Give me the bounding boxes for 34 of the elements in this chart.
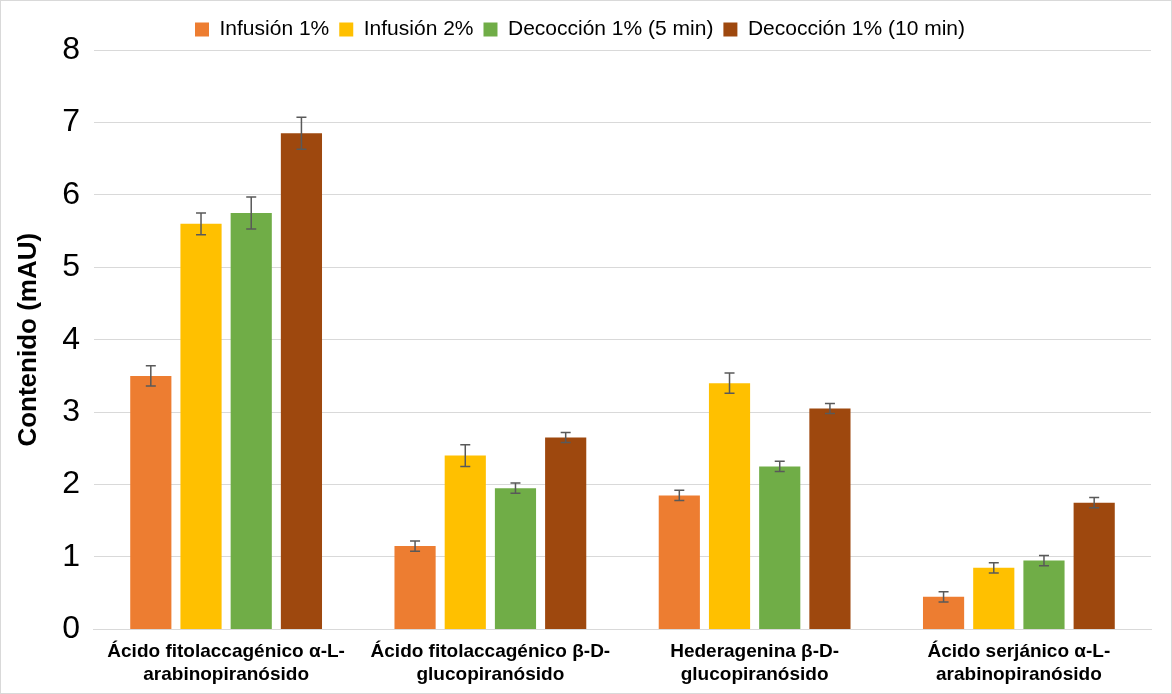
bar [494,488,537,629]
bar [230,212,272,629]
bar [759,466,801,629]
y-tick-label: 0 [62,609,80,646]
x-tick-label: Ácido fitolaccagénico β-D-glucopiranósido [370,640,611,684]
y-axis-title: Contenido (mAU) [11,232,42,447]
legend-label: Decocción 1% (10 min) [747,16,965,40]
bar [280,133,323,629]
x-tick-label: Ácido fitolaccagénico α-L-arabinopiranósido [107,640,345,684]
y-tick-label: 3 [62,391,80,428]
y-tick-label: 6 [62,174,80,211]
legend-label: Infusión 1% [219,16,330,40]
bar [809,408,851,629]
bar [1073,502,1115,629]
x-tick-label: Hederagenina β-D-glucopiranósido [670,640,840,684]
legend-label: Infusión 2% [363,16,474,40]
bar [130,375,172,629]
bar [922,596,965,629]
y-tick-label: 4 [62,319,80,356]
bar [394,546,436,629]
x-tick-label: Ácido serjánico α-L-arabinopiranósido [927,640,1111,684]
bar [444,455,486,629]
y-tick-label: 8 [62,29,80,66]
bar [180,223,222,629]
y-tick-label: 1 [62,536,80,573]
y-tick-label: 7 [62,102,80,139]
y-tick-label: 5 [62,247,80,284]
y-tick-label: 2 [62,464,80,501]
bar [708,383,751,629]
bar [973,567,1015,629]
bar [658,495,700,629]
bar [545,437,587,629]
bar [1023,560,1065,629]
legend-label: Decocción 1% (5 min) [507,16,714,40]
